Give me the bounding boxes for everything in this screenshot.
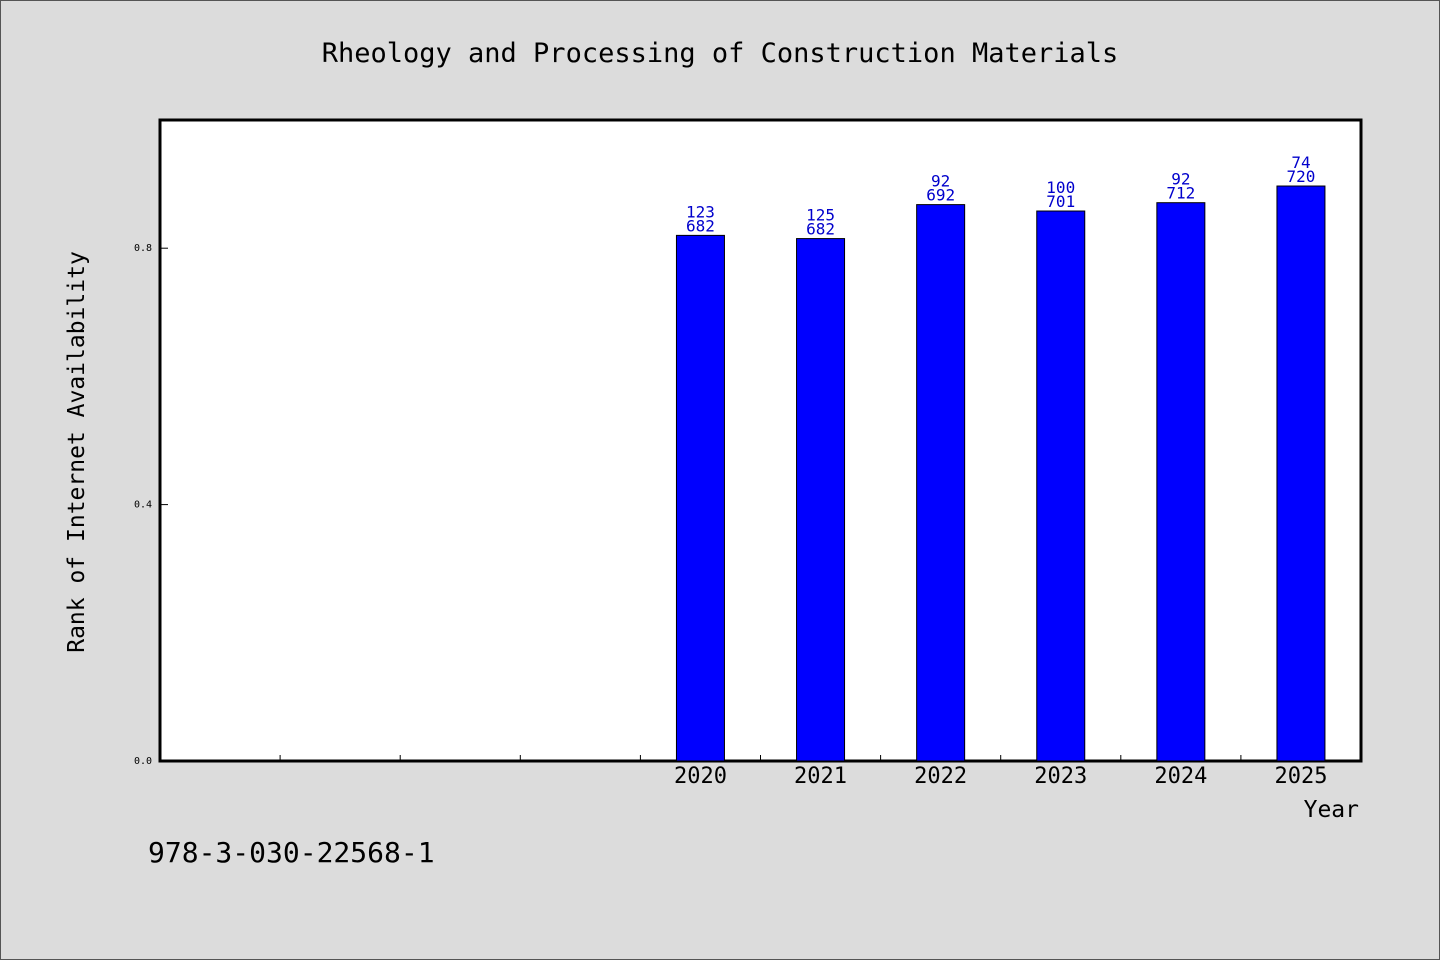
data-label-top-2024: 92 [1171, 170, 1190, 189]
x-axis-label: Year [1304, 797, 1359, 823]
x-tick-label-2022: 2022 [914, 764, 967, 789]
bar-2025 [1276, 185, 1326, 762]
chart-title: Rheology and Processing of Construction … [322, 38, 1119, 69]
y-tick-label: 0.0 [134, 756, 152, 767]
y-ticks-group: 0.0 0.4 0.8 [134, 243, 168, 767]
data-label-bottom-2025: 720 [1286, 167, 1315, 186]
x-tick-label-2023: 2023 [1034, 764, 1087, 789]
y-tick-label: 0.8 [134, 243, 152, 254]
bar-2020 [675, 234, 725, 762]
x-ticks-group: 2020 2021 2022 2023 2024 2025 [279, 755, 1327, 789]
data-label-bottom-2023: 701 [1046, 192, 1075, 211]
bar-2023 [1036, 210, 1086, 762]
data-label-bottom-2024: 712 [1166, 184, 1195, 203]
data-label-top-2023: 100 [1046, 178, 1075, 197]
bar-2021 [796, 238, 846, 762]
x-tick-label-2025: 2025 [1274, 764, 1327, 789]
bars-group [675, 185, 1326, 762]
x-tick-label-2020: 2020 [674, 764, 727, 789]
data-label-top-2025: 74 [1291, 153, 1310, 172]
y-axis-label: Rank of Internet Availability [64, 251, 90, 653]
x-tick-label-2024: 2024 [1154, 764, 1207, 789]
x-tick-label-2021: 2021 [794, 764, 847, 789]
data-label-top-2020: 123 [686, 202, 715, 221]
bar-2024 [1156, 202, 1206, 762]
data-label-top-2021: 125 [806, 206, 835, 225]
data-label-bottom-2020: 682 [686, 216, 715, 235]
y-tick-label: 0.4 [134, 500, 152, 511]
data-label-bottom-2022: 692 [926, 186, 955, 205]
data-label-top-2022: 92 [931, 172, 950, 191]
bar-2022 [916, 204, 966, 762]
data-label-bottom-2021: 682 [806, 220, 835, 239]
isbn-text: 978-3-030-22568-1 [148, 836, 435, 869]
